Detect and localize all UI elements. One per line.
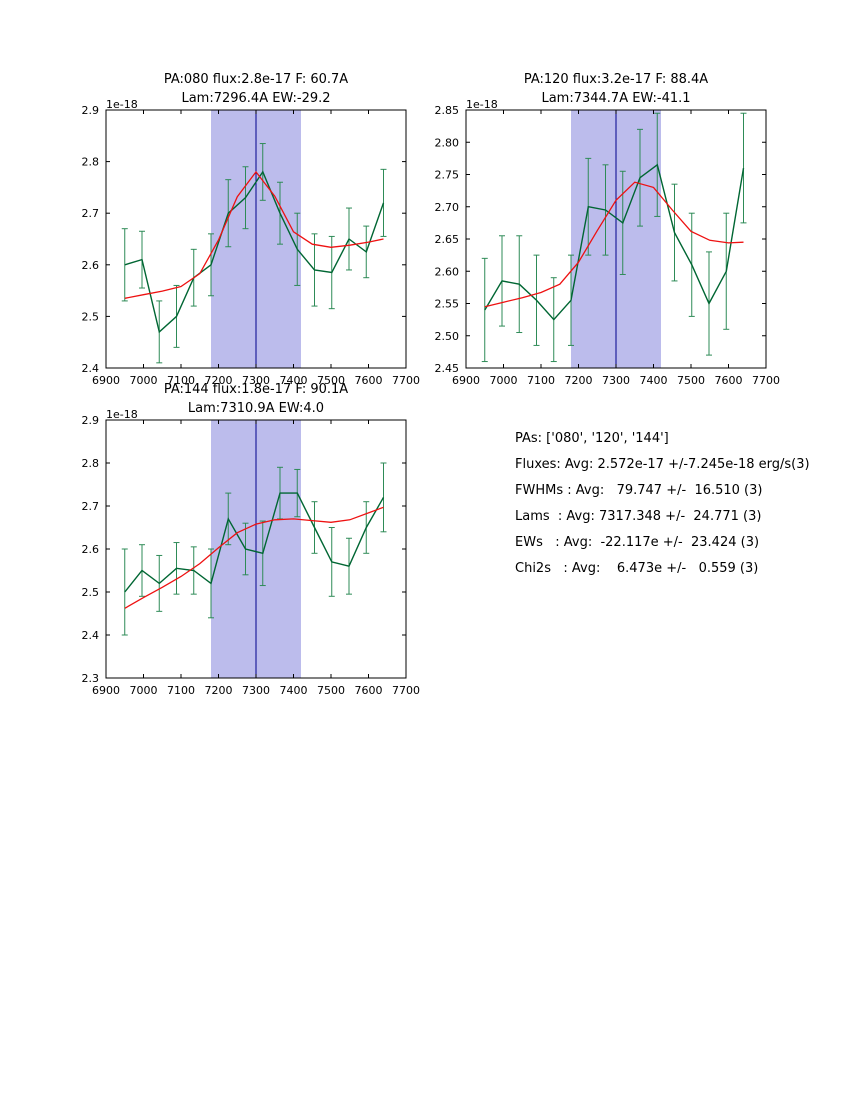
y-axis-offset-label: 1e-18 [106,100,138,111]
stats-line-pas: PAs: ['080', '120', '144'] [515,431,669,446]
x-tick-label: 7400 [280,374,308,387]
y-tick-label: 2.9 [82,414,100,427]
x-tick-label: 7000 [490,374,518,387]
x-tick-label: 7300 [242,684,270,697]
chart-title-pa144: PA:144 flux:1.8e-17 F: 90.1A Lam:7310.9A… [106,380,406,418]
y-tick-label: 2.5 [82,310,100,323]
y-tick-label: 2.45 [435,362,460,375]
y-tick-label: 2.7 [82,500,100,513]
stats-line-chi2s: Chi2s : Avg: 6.473e +/- 0.559 (3) [515,561,759,576]
chart-title-line2: Lam:7310.9A EW:4.0 [187,401,325,416]
chart-pa120: 6900 7000 7100 7200 7300 7400 7500 7600 7700 2.45… [410,98,781,404]
y-tick-label: 2.6 [82,543,100,556]
x-tick-label: 7400 [640,374,668,387]
x-tick-label: 7300 [242,374,270,387]
spectrum-data-line [124,170,385,334]
gaussian-fit-line [124,506,384,609]
y-tick-label: 2.75 [435,169,460,182]
spectrum-data-line [124,492,385,593]
chart-title-line1: PA:144 flux:1.8e-17 F: 90.1A [163,382,349,397]
gaussian-fit-line [124,170,384,299]
chart-pa144-svg: 6900 7000 7100 7200 7300 7400 7500 7600 7700 2.3 2… [82,408,421,697]
y-tick-label: 2.8 [82,457,100,470]
chart-title-line1: PA:080 flux:2.8e-17 F: 60.7A [163,72,349,87]
chart-title-pa120: PA:120 flux:3.2e-17 F: 88.4A Lam:7344.7A… [466,70,766,108]
x-tick-label: 7600 [715,374,743,387]
y-tick-label: 2.8 [82,156,100,169]
y-tick-label: 2.4 [82,629,100,642]
chart-title-line2: Lam:7296.4A EW:-29.2 [181,91,331,106]
x-tick-label: 7200 [565,374,593,387]
x-tick-label: 7700 [392,374,420,387]
y-axis-offset-label: 1e-18 [106,410,138,421]
x-tick-label: 7500 [677,374,705,387]
y-axis-offset-label: 1e-18 [466,100,498,111]
x-tick-label: 6900 [452,374,480,387]
y-tick-label: 2.3 [82,672,100,685]
stats-panel: PAs: ['080', '120', '144'] Fluxes: Avg: … [515,432,810,588]
x-tick-label: 7500 [317,684,345,697]
stats-line-fluxes: Fluxes: Avg: 2.572e-17 +/-7.245e-18 erg/… [515,457,810,472]
x-tick-label: 7700 [392,684,420,697]
chart-title-line2: Lam:7344.7A EW:-41.1 [541,91,691,106]
y-tick-label: 2.50 [435,330,460,343]
y-tick-label: 2.7 [82,207,100,220]
stats-line-fwhms: FWHMs : Avg: 79.747 +/- 16.510 (3) [515,483,763,498]
y-tick-label: 2.80 [435,136,460,149]
stats-line-lams: Lams : Avg: 7317.348 +/- 24.771 (3) [515,509,762,524]
chart-pa144: 6900 7000 7100 7200 7300 7400 7500 7600 7700 2.3 2… [50,408,421,714]
chart-pa120-svg: 6900 7000 7100 7200 7300 7400 7500 7600 7700 2.45… [435,98,781,387]
chart-pa080-svg: 6900 7000 7100 7200 7300 7400 7500 7600 7700 2.4 2… [82,98,421,387]
y-tick-label: 2.65 [435,233,460,246]
chart-title-line1: PA:120 flux:3.2e-17 F: 88.4A [523,72,709,87]
x-tick-label: 7700 [752,374,780,387]
x-tick-label: 7200 [205,374,233,387]
x-tick-label: 7100 [167,374,195,387]
chart-pa080: 6900 7000 7100 7200 7300 7400 7500 7600 7700 2.4 2… [50,98,421,404]
stats-line-ews: EWs : Avg: -22.117e +/- 23.424 (3) [515,535,760,550]
x-tick-label: 6900 [92,684,120,697]
x-tick-label: 7500 [317,374,345,387]
y-tick-label: 2.5 [82,586,100,599]
x-tick-label: 7200 [205,684,233,697]
y-tick-label: 2.6 [82,259,100,272]
gaussian-fit-line [484,181,744,308]
x-tick-label: 7600 [355,374,383,387]
y-tick-label: 2.9 [82,104,100,117]
x-tick-label: 7100 [167,684,195,697]
y-tick-label: 2.70 [435,201,460,214]
y-tick-label: 2.4 [82,362,100,375]
x-tick-label: 7600 [355,684,383,697]
x-tick-label: 7100 [527,374,555,387]
chart-title-pa080: PA:080 flux:2.8e-17 F: 60.7A Lam:7296.4A… [106,70,406,108]
x-tick-label: 7400 [280,684,308,697]
y-tick-label: 2.60 [435,265,460,278]
spectrum-data-line [484,163,745,321]
x-tick-label: 7000 [130,684,158,697]
y-tick-label: 2.85 [435,104,460,117]
x-tick-label: 7000 [130,374,158,387]
x-tick-label: 6900 [92,374,120,387]
x-tick-label: 7300 [602,374,630,387]
y-tick-label: 2.55 [435,298,460,311]
